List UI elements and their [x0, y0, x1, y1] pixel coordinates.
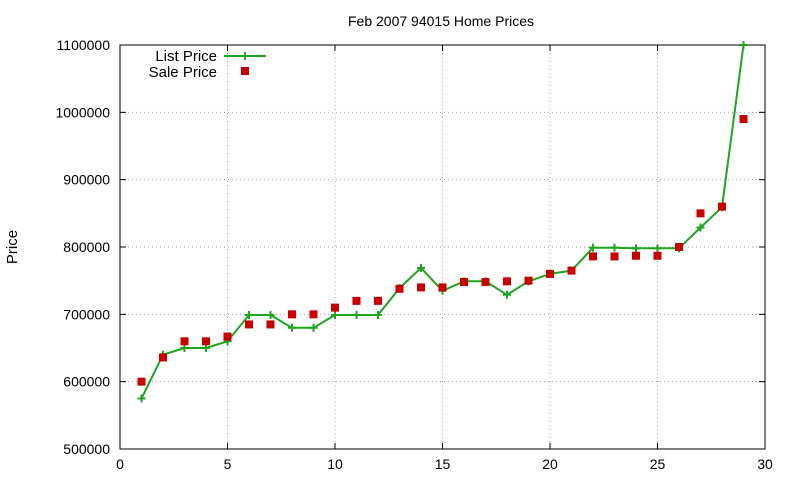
x-tick-label: 20 [542, 456, 558, 472]
sale-price-point [696, 209, 705, 218]
y-tick-label: 700000 [63, 306, 110, 322]
y-tick-label: 800000 [63, 239, 110, 255]
sale-price-point [309, 310, 318, 319]
list-price-point [309, 323, 318, 332]
sale-price-point [202, 337, 210, 346]
sale-price-point [223, 332, 232, 341]
sale-price-point [546, 269, 554, 278]
chart-title: Feb 2007 94015 Home Prices [348, 13, 534, 29]
y-tick-label: 500000 [63, 441, 110, 457]
list-price-point [288, 323, 296, 332]
y-tick-label: 1000000 [55, 104, 110, 120]
sale-price-point [395, 284, 404, 293]
sale-price-point [567, 266, 576, 275]
sale-price-point [417, 283, 425, 292]
y-axis-label: Price [4, 230, 21, 264]
legend: List Price Sale Price [149, 48, 266, 81]
y-tick-label: 900000 [63, 172, 110, 188]
list-price-point [632, 244, 640, 253]
list-price-point [417, 263, 425, 272]
list-price-point [653, 244, 662, 253]
sale-price-point [718, 202, 726, 211]
sale-price-point [739, 115, 748, 124]
sale-price-point [266, 320, 275, 329]
x-tick-label: 0 [116, 456, 124, 472]
sale-price-point [288, 310, 296, 319]
list-price-point [739, 41, 748, 49]
x-tick-label: 25 [650, 456, 666, 472]
x-tick-label: 30 [757, 456, 773, 472]
list-price-point [696, 223, 705, 232]
sale-price-point [524, 276, 533, 285]
list-price-point [137, 394, 146, 403]
list-price-point [180, 344, 189, 352]
list-price-point [245, 311, 253, 320]
y-tick-label: 1100000 [57, 37, 111, 53]
sale-price-point [653, 251, 662, 260]
legend-label-sale-price: Sale Price [149, 64, 217, 81]
sale-price-point [589, 252, 597, 261]
sale-price-point [374, 296, 382, 305]
sale-price-point [675, 243, 683, 251]
sale-price-point [610, 252, 619, 261]
legend-label-list-price: List Price [155, 48, 217, 65]
x-tick-label: 15 [435, 456, 451, 472]
list-price-point [266, 311, 275, 320]
list-price-point [589, 243, 597, 252]
list-price-point [503, 290, 511, 299]
sale-price-point [460, 278, 468, 287]
grid [120, 45, 765, 449]
axis-ticks: 0 5 10 15 20 25 30 500000 600000 700000 800000 9000… [55, 37, 773, 472]
sale-price-point [159, 353, 167, 362]
sale-price-point [331, 303, 339, 312]
list-price-point [331, 311, 339, 320]
sale-price-point [438, 283, 447, 292]
x-tick-label: 5 [224, 456, 232, 472]
list-price-point [352, 311, 361, 320]
sale-price-point [481, 278, 490, 287]
y-tick-label: 600000 [63, 374, 110, 390]
sale-price-point [245, 320, 253, 329]
sale-price-point [180, 337, 189, 346]
legend-marker-list-price [241, 52, 249, 60]
list-price-point [374, 311, 382, 320]
sale-price-point [352, 296, 361, 305]
series [137, 41, 748, 403]
sale-price-point [503, 277, 511, 286]
x-tick-label: 10 [327, 456, 343, 472]
legend-marker-sale-price [241, 67, 249, 75]
sale-price-point [137, 377, 146, 386]
list-price-point [202, 344, 210, 352]
sale-price-point [632, 251, 640, 260]
list-price-point [610, 243, 619, 252]
